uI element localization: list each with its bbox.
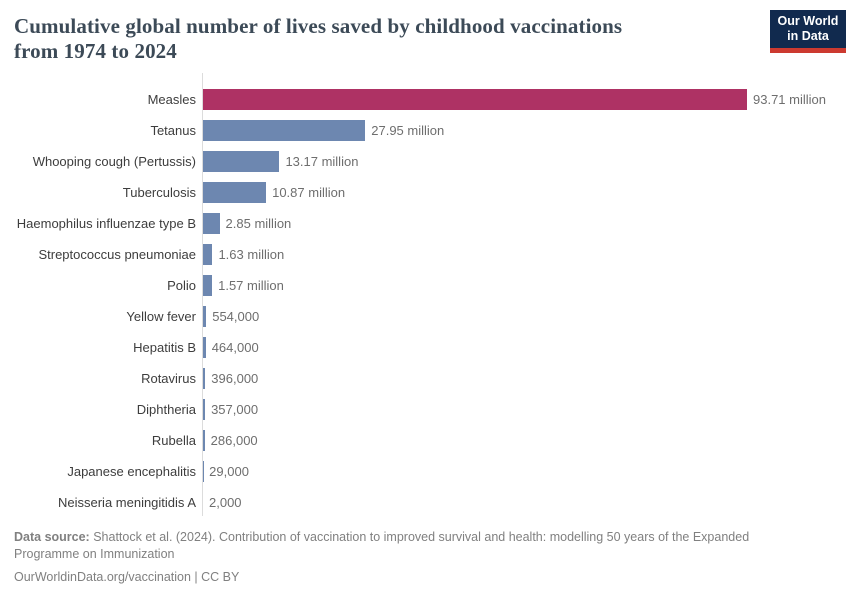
chart-row: Haemophilus influenzae type B 2.85 millio… [0,208,850,239]
category-label: Japanese encephalitis [67,464,196,479]
data-source-label: Data source: [14,530,90,544]
bar [203,275,213,296]
value-label: 396,000 [211,371,259,386]
bar-cell: 1.57 million [196,270,850,301]
citation-line: OurWorldinData.org/vaccination | CC BY [14,570,240,584]
bar [203,151,280,172]
bar [203,244,213,265]
bar-cell: 2,000 [196,487,850,518]
chart-row: Tuberculosis 10.87 million [0,177,850,208]
category-label: Neisseria meningitidis A [57,495,196,510]
bar [203,182,267,203]
value-label: 1.63 million [218,247,285,262]
category-label: Tuberculosis [122,185,196,200]
chart-row: Polio 1.57 million [0,270,850,301]
bar-cell: 27.95 million [196,115,850,146]
bar-cell: 13.17 million [196,146,850,177]
value-label: 554,000 [212,309,260,324]
bar-cell: 396,000 [196,363,850,394]
data-source-text: Shattock et al. (2024). Contribution of … [14,530,750,561]
value-label: 357,000 [211,402,259,417]
value-label: 93.71 million [753,92,826,107]
category-label: Rotavirus [141,371,196,386]
bar [203,337,206,358]
bar [203,430,205,451]
bar-cell: 1.63 million [196,239,850,270]
bar [203,89,747,110]
category-label: Tetanus [150,123,196,138]
page-title-line2: from 1974 to 2024 [14,39,177,63]
value-label: 10.87 million [272,185,346,200]
owid-logo-line2: in Data [787,29,829,43]
chart-row: Tetanus 27.95 million [0,115,850,146]
chart-row: Measles 93.71 million [0,84,850,115]
owid-logo: Our World in Data [770,10,846,53]
chart-row: Hepatitis B 464,000 [0,332,850,363]
value-label: 2.85 million [225,216,292,231]
owid-logo-line1: Our World [777,14,839,28]
category-label: Diphtheria [136,402,196,417]
bar-cell: 29,000 [196,456,850,487]
bar-cell: 10.87 million [196,177,850,208]
value-label: 464,000 [211,340,259,355]
bar-chart: Measles 93.71 million Tetanus 27.95 million… [0,84,850,518]
bar-cell: 357,000 [196,394,850,425]
bar-cell: 2.85 million [196,208,850,239]
data-source-note: Data source: Shattock et al. (2024). Con… [14,529,782,563]
value-label: 13.17 million [285,154,359,169]
bar-cell: 93.71 million [196,84,850,115]
value-label: 29,000 [209,464,249,479]
category-label: Polio [167,278,196,293]
value-label: 1.57 million [218,278,284,293]
bar-cell: 286,000 [196,425,850,456]
category-label: Yellow fever [126,309,196,324]
chart-footer: Data source: Shattock et al. (2024). Con… [14,529,794,586]
bar [203,213,220,234]
chart-row: Streptococcus pneumoniae 1.63 million [0,239,850,270]
bar [203,399,206,420]
chart-row: Japanese encephalitis 29,000 [0,456,850,487]
value-label: 2,000 [209,495,242,510]
category-label: Rubella [151,433,196,448]
value-label: 286,000 [210,433,258,448]
chart-row: Diphtheria 357,000 [0,394,850,425]
page-title: Cumulative global number of lives saved … [14,14,754,64]
bar-cell: 464,000 [196,332,850,363]
value-label: 27.95 million [371,123,445,138]
y-axis-line [202,73,203,516]
category-label: Haemophilus influenzae type B [16,216,196,231]
bar-cell: 554,000 [196,301,850,332]
bar [203,306,207,327]
chart-row: Neisseria meningitidis A 2,000 [0,487,850,518]
bar [203,368,206,389]
category-label: Measles [147,92,196,107]
category-label: Whooping cough (Pertussis) [32,154,196,169]
category-label: Hepatitis B [133,340,196,355]
page-title-line1: Cumulative global number of lives saved … [14,14,623,38]
chart-row: Rotavirus 396,000 [0,363,850,394]
chart-row: Rubella 286,000 [0,425,850,456]
chart-row: Yellow fever 554,000 [0,301,850,332]
category-label: Streptococcus pneumoniae [38,247,196,262]
bar [203,120,366,141]
chart-row: Whooping cough (Pertussis) 13.17 million [0,146,850,177]
